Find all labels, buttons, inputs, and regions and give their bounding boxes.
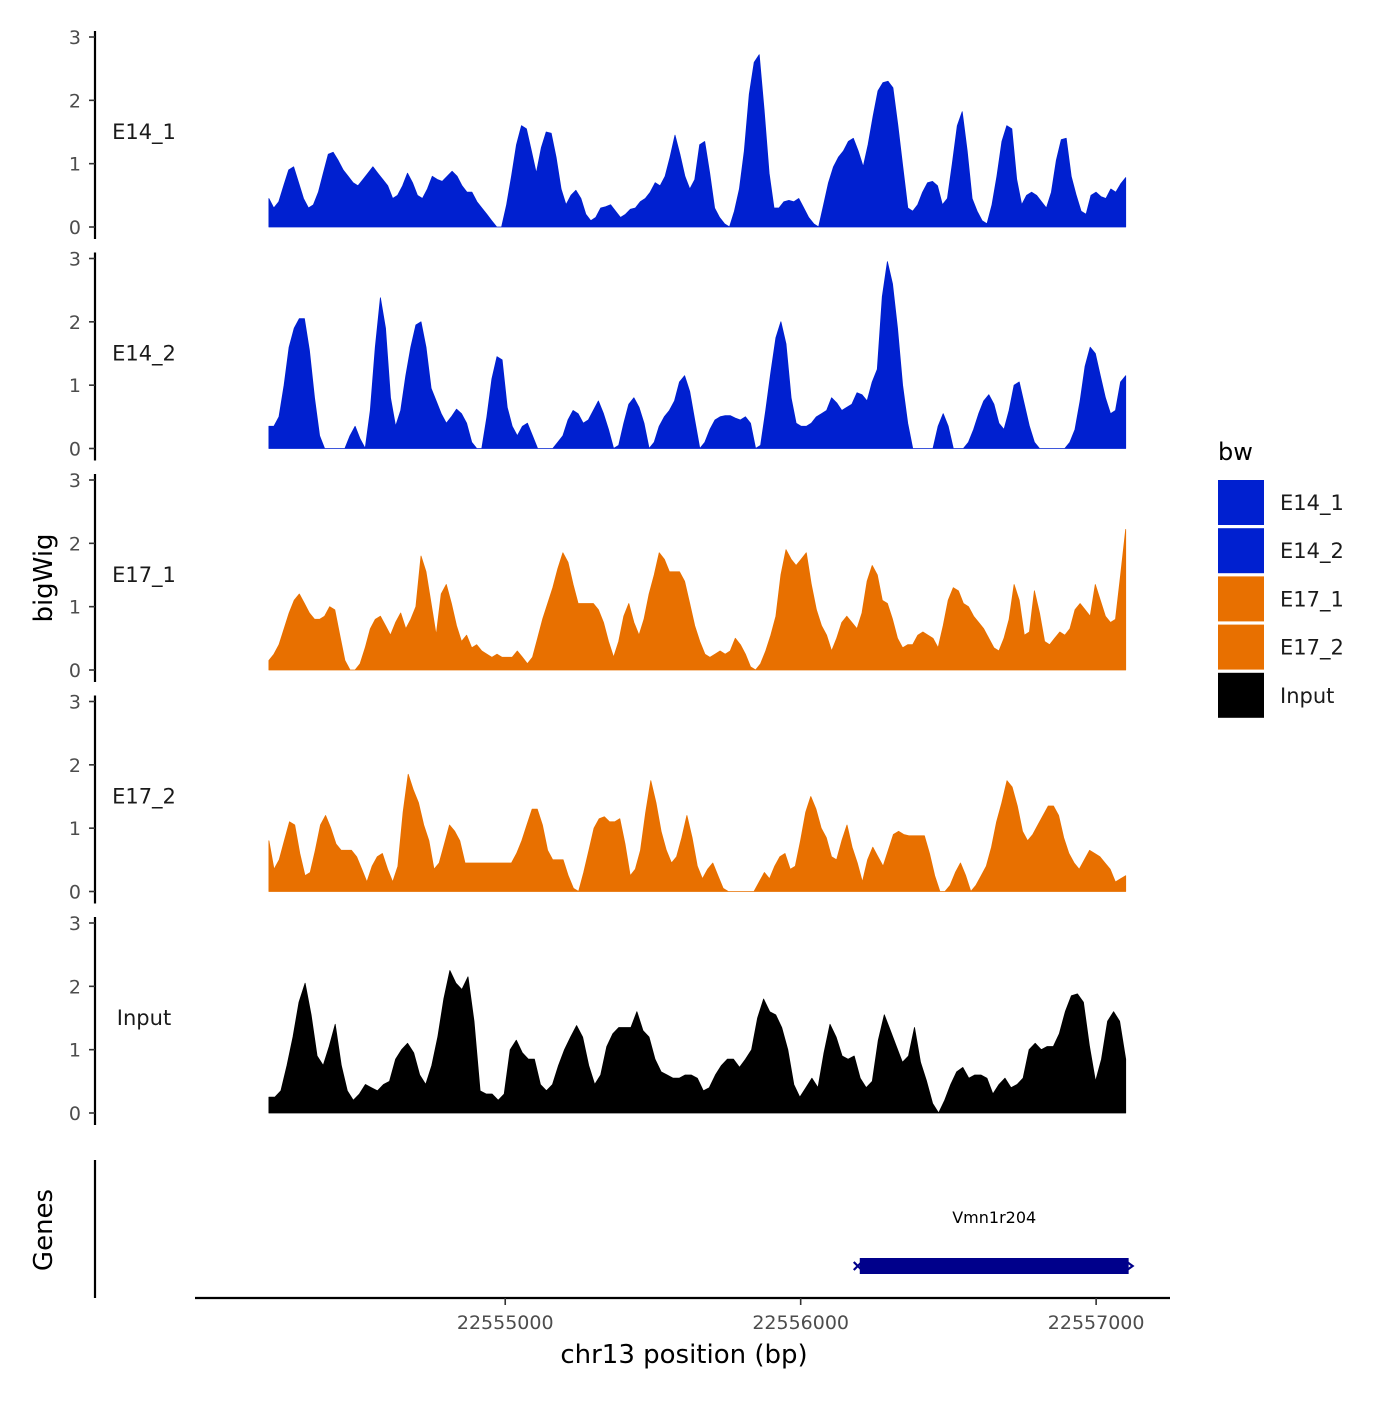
y-tick-label: 0	[69, 660, 81, 682]
track-label: E17_1	[112, 563, 176, 588]
y-tick-label: 0	[69, 1103, 81, 1125]
track-input: 0 1 2 3 Input	[69, 913, 1127, 1125]
y-tick-label: 0	[69, 439, 81, 461]
y-tick-label: 2	[69, 90, 81, 112]
track-e14-2: 0 1 2 3 E14_2	[69, 249, 1127, 461]
legend-swatch	[1218, 528, 1264, 574]
y-tick-label: 3	[69, 470, 81, 492]
track-label: E17_2	[112, 785, 176, 810]
y-tick-label: 1	[69, 154, 81, 176]
gene-panel: Vmn1r204	[93, 1160, 1135, 1298]
coverage-area	[268, 529, 1127, 671]
legend-swatch	[1218, 624, 1264, 670]
x-tick-label: 22555000	[457, 1312, 554, 1334]
legend-label: Input	[1280, 684, 1334, 708]
x-tick-label: 22557000	[1048, 1312, 1145, 1334]
y-tick-label: 1	[69, 818, 81, 840]
legend-swatch	[1218, 480, 1264, 525]
legend-swatch	[1218, 576, 1264, 622]
gene-end-mark	[1125, 1260, 1135, 1272]
legend-label: E14_2	[1280, 539, 1344, 564]
y-tick-label: 1	[69, 375, 81, 397]
y-tick-label: 2	[69, 755, 81, 777]
legend-label: E14_1	[1280, 491, 1344, 516]
y-tick-label: 0	[69, 882, 81, 904]
y-tick-label: 3	[69, 692, 81, 714]
x-axis-title: chr13 position (bp)	[560, 1340, 807, 1370]
x-axis: 22555000 22556000 22557000	[195, 1296, 1170, 1334]
track-e17-2: 0 1 2 3 E17_2	[69, 692, 1127, 904]
y-tick-label: 3	[69, 249, 81, 271]
track-label: E14_1	[112, 120, 176, 145]
y-tick-label: 3	[69, 913, 81, 935]
gene-label: Vmn1r204	[952, 1208, 1036, 1227]
coverage-area	[268, 970, 1127, 1114]
coverage-area	[268, 54, 1127, 228]
genes-axis-title: Genes	[29, 1189, 59, 1271]
y-tick-label: 0	[69, 217, 81, 239]
legend-label: E17_2	[1280, 636, 1344, 661]
gene-body	[859, 1258, 1129, 1274]
y-tick-label: 1	[69, 597, 81, 619]
y-axis-title: bigWig	[29, 533, 59, 622]
track-label: Input	[117, 1006, 171, 1030]
coverage-area	[268, 261, 1127, 449]
legend-label: E17_1	[1280, 587, 1344, 612]
legend: bw E14_1 E14_2 E17_1 E17_2 Input	[1218, 438, 1344, 718]
track-label: E14_2	[112, 342, 176, 367]
y-tick-label: 2	[69, 976, 81, 998]
coverage-tracks: 0 1 2 3 E14_1 0 1 2 3 E14_2 0 1 2 3 E17_1 0 1 2 3 E17_2 0 1 2 3…	[69, 27, 1127, 1125]
y-tick-label: 1	[69, 1040, 81, 1062]
gene-start-mark	[852, 1261, 863, 1271]
y-tick-label: 3	[69, 27, 81, 49]
legend-title: bw	[1218, 438, 1253, 466]
legend-swatch	[1218, 672, 1264, 718]
coverage-area	[268, 773, 1127, 892]
track-e17-1: 0 1 2 3 E17_1	[69, 470, 1127, 682]
x-tick-label: 22556000	[752, 1312, 849, 1334]
track-e14-1: 0 1 2 3 E14_1	[69, 27, 1127, 239]
y-tick-label: 2	[69, 533, 81, 555]
y-tick-label: 2	[69, 312, 81, 334]
